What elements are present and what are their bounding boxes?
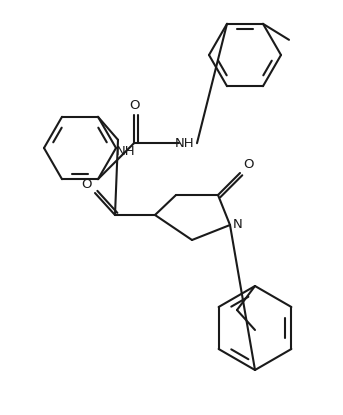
Text: N: N [233,219,243,232]
Text: O: O [82,178,92,191]
Text: O: O [129,99,139,112]
Text: NH: NH [116,145,136,159]
Text: NH: NH [175,137,195,150]
Text: O: O [243,159,253,171]
